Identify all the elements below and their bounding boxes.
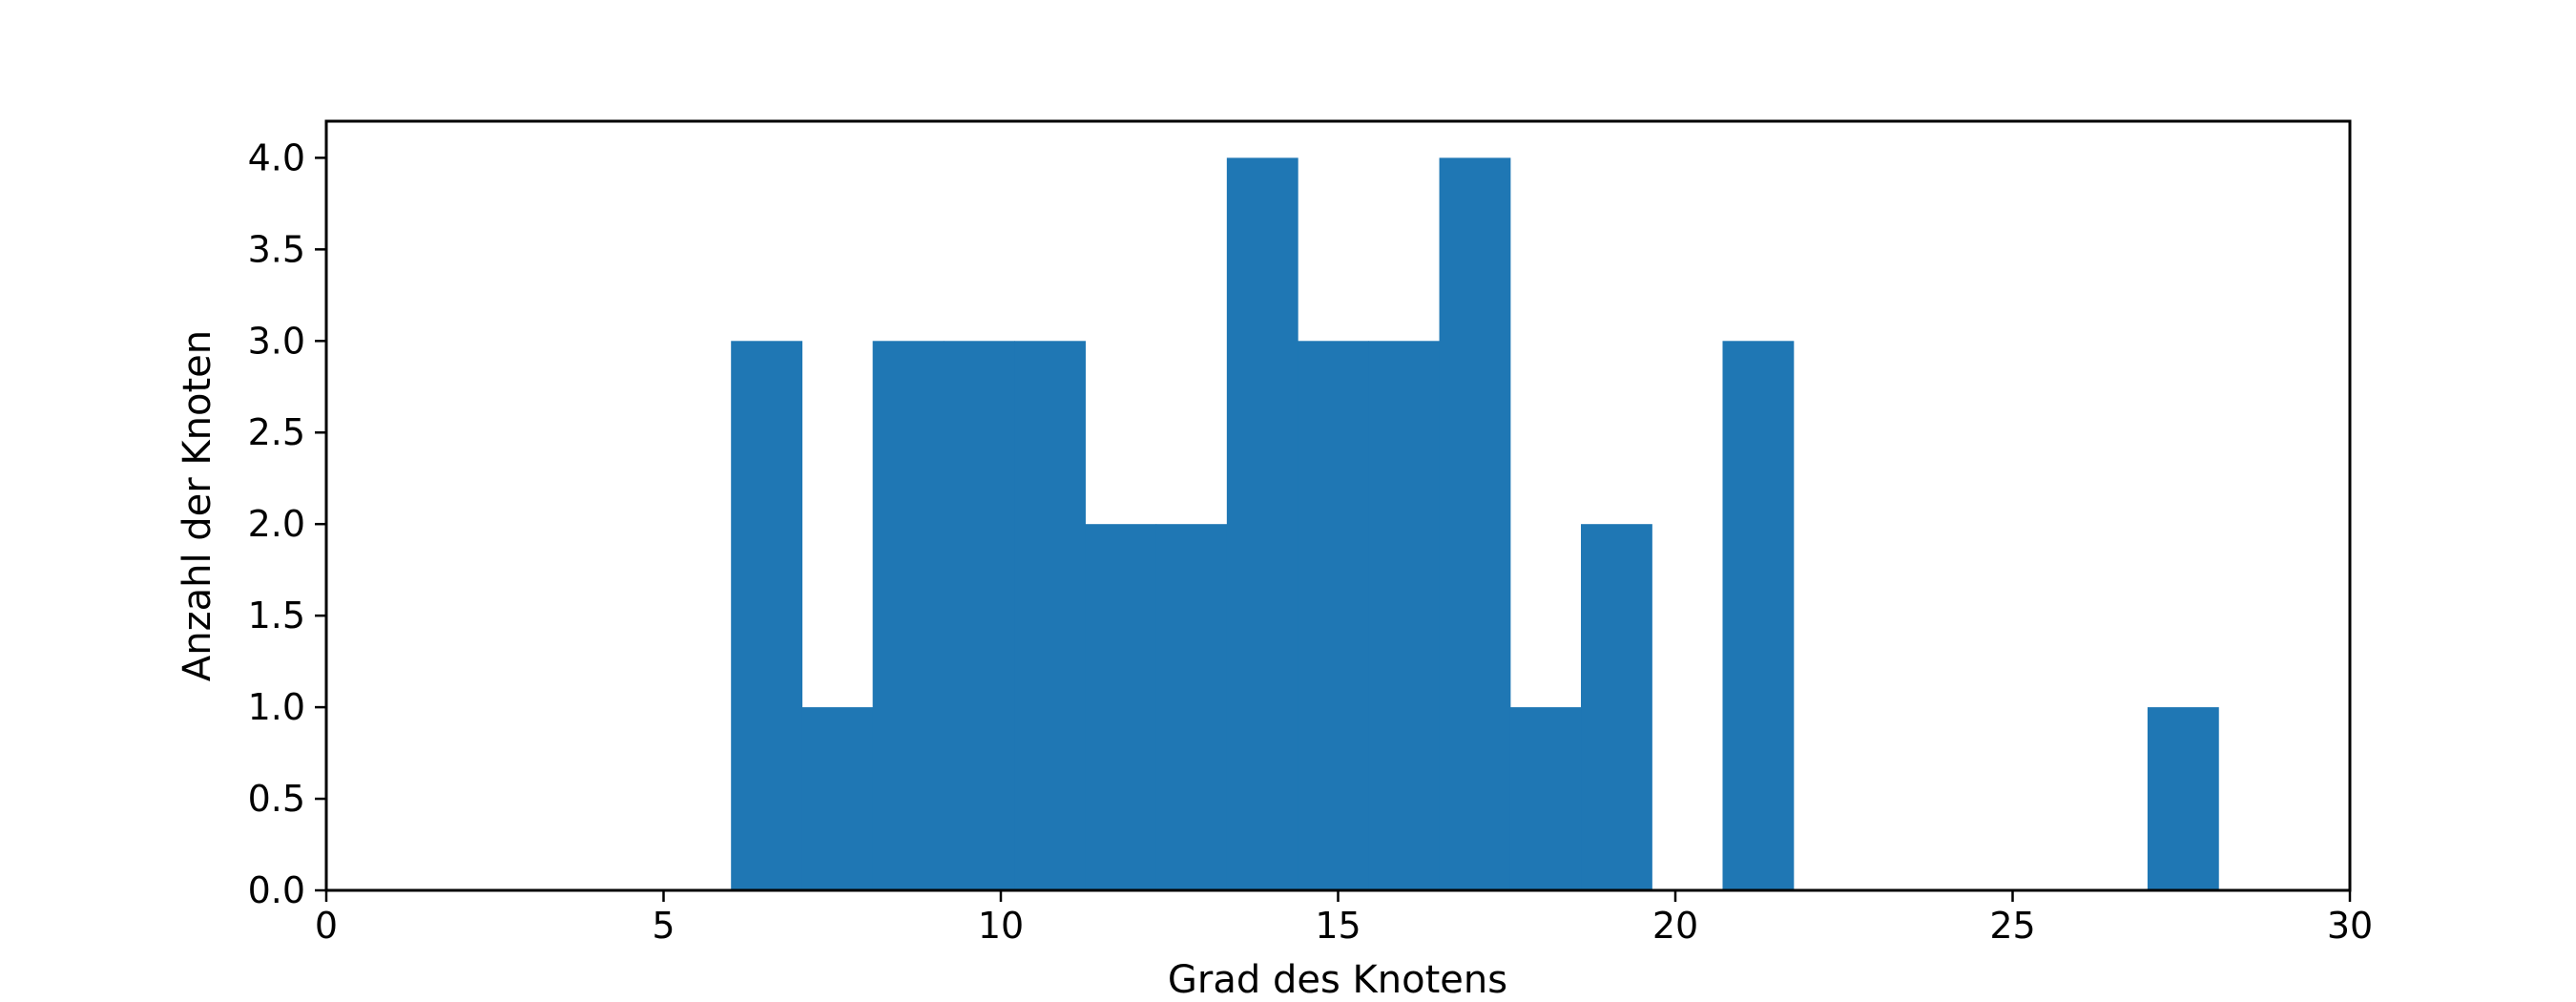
- histogram-bar-6: [1155, 524, 1228, 890]
- y-tick-label: 0.5: [248, 778, 305, 820]
- histogram-bar-7: [1226, 157, 1298, 890]
- x-tick-label: 10: [978, 905, 1024, 947]
- x-tick-label: 0: [315, 905, 338, 947]
- y-axis-label: Anzahl der Knoten: [176, 330, 219, 681]
- histogram-bar-20: [2147, 707, 2219, 890]
- histogram-bar-2: [872, 341, 945, 890]
- histogram-bar-1: [801, 707, 874, 890]
- histogram-bar-8: [1298, 341, 1369, 890]
- histogram-bar-4: [1014, 341, 1086, 890]
- y-tick-label: 1.5: [248, 595, 305, 637]
- x-axis-label: Grad des Knotens: [1168, 958, 1507, 1002]
- histogram-bar-11: [1509, 707, 1582, 890]
- histogram-bar-14: [1722, 341, 1795, 890]
- histogram-bar-9: [1368, 341, 1441, 890]
- y-tick-label: 3.0: [248, 320, 305, 362]
- x-tick-label: 30: [2327, 905, 2373, 947]
- histogram-bar-10: [1439, 157, 1511, 890]
- y-tick-label: 3.5: [248, 228, 305, 270]
- x-axis-ticks: 0 5 10 15 20 25 30: [315, 890, 2373, 947]
- y-tick-label: 4.0: [248, 136, 305, 178]
- y-tick-label: 1.0: [248, 686, 305, 728]
- y-axis-ticks: 0.0 0.5 1.0 1.5 2.0 2.5 3.0 3.5 4.0: [248, 136, 326, 911]
- x-tick-label: 5: [652, 905, 675, 947]
- y-tick-label: 2.0: [248, 503, 305, 545]
- histogram-bar-5: [1085, 524, 1157, 890]
- x-tick-label: 25: [1989, 905, 2035, 947]
- histogram-bar-3: [943, 341, 1015, 890]
- histogram-bar-0: [731, 341, 803, 890]
- y-tick-label: 0.0: [248, 869, 305, 911]
- x-tick-label: 20: [1652, 905, 1698, 947]
- histogram-bars: [731, 157, 2219, 890]
- histogram-bar-12: [1581, 524, 1652, 890]
- x-tick-label: 15: [1315, 905, 1361, 947]
- y-tick-label: 2.5: [248, 411, 305, 453]
